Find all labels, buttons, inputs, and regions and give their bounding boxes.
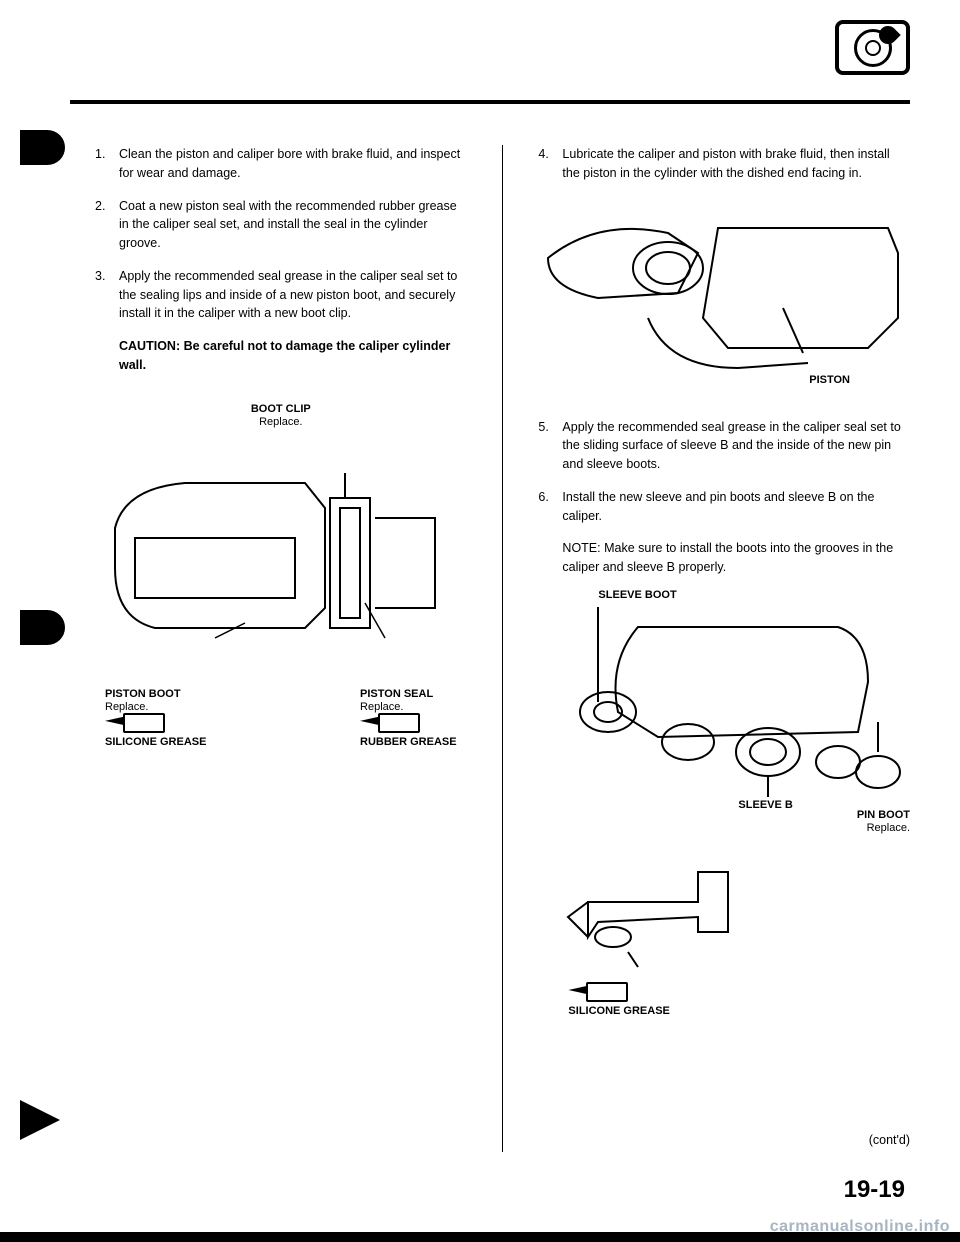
grease-icon bbox=[568, 982, 628, 998]
step-text: Install the new sleeve and pin boots and… bbox=[562, 488, 910, 526]
piston-seal-sub: Replace. bbox=[360, 701, 457, 713]
step-number: 2. bbox=[95, 197, 119, 253]
step-number: 3. bbox=[95, 267, 119, 323]
step-6: 6. Install the new sleeve and pin boots … bbox=[538, 488, 910, 526]
caution-text: CAUTION: Be careful not to damage the ca… bbox=[119, 337, 467, 375]
step-2: 2. Coat a new piston seal with the recom… bbox=[95, 197, 467, 253]
page-number: 19-19 bbox=[844, 1176, 905, 1204]
piston-seal-block: PISTON SEAL Replace. RUBBER GREASE bbox=[360, 688, 457, 749]
caliper-illustration bbox=[95, 428, 455, 688]
note-label: NOTE: bbox=[562, 541, 600, 555]
figure-sleeve-boot: SLEEVE BOOT bbox=[538, 589, 910, 1018]
piston-boot-label: PISTON BOOT bbox=[105, 688, 206, 701]
page-tab-marker bbox=[20, 610, 65, 645]
step-number: 1. bbox=[95, 145, 119, 183]
step-text: Apply the recommended seal grease in the… bbox=[119, 267, 467, 323]
step-number: 6. bbox=[538, 488, 562, 526]
figure-caliper-seal: BOOT CLIP Replace. bbox=[95, 403, 467, 750]
silicone-grease-label: SILICONE GREASE bbox=[105, 736, 206, 749]
step-1: 1. Clean the piston and caliper bore wit… bbox=[95, 145, 467, 183]
piston-label: PISTON bbox=[809, 374, 850, 387]
note-body: Make sure to install the boots into the … bbox=[562, 541, 893, 574]
pin-boot-sub: Replace. bbox=[857, 822, 910, 834]
step-text: Lubricate the caliper and piston with br… bbox=[562, 145, 910, 183]
sleeve-boot-label: SLEEVE BOOT bbox=[598, 589, 910, 602]
step-5: 5. Apply the recommended seal grease in … bbox=[538, 418, 910, 474]
grease-icon bbox=[360, 713, 420, 729]
left-column: 1. Clean the piston and caliper bore wit… bbox=[95, 145, 467, 1152]
step-3: 3. Apply the recommended seal grease in … bbox=[95, 267, 467, 323]
boot-clip-sub: Replace. bbox=[95, 416, 467, 428]
figure-piston-install: PISTON bbox=[538, 198, 910, 388]
top-rule bbox=[70, 100, 910, 104]
caution-label: CAUTION: bbox=[119, 339, 180, 353]
step-4: 4. Lubricate the caliper and piston with… bbox=[538, 145, 910, 183]
bottom-bar bbox=[0, 1232, 960, 1242]
step-text: Apply the recommended seal grease in the… bbox=[562, 418, 910, 474]
step-text: Coat a new piston seal with the recommen… bbox=[119, 197, 467, 253]
step-text: Clean the piston and caliper bore with b… bbox=[119, 145, 467, 183]
bracket-illustration bbox=[558, 862, 758, 982]
piston-boot-block: PISTON BOOT Replace. SILICONE GREASE bbox=[105, 688, 206, 749]
rubber-grease-label: RUBBER GREASE bbox=[360, 736, 457, 749]
contd-label: (cont'd) bbox=[869, 1133, 910, 1147]
sleeve-illustration bbox=[538, 602, 908, 812]
silicone-grease-label-2: SILICONE GREASE bbox=[568, 1005, 910, 1018]
right-column: 4. Lubricate the caliper and piston with… bbox=[538, 145, 910, 1152]
page-tab-marker bbox=[20, 1100, 60, 1140]
piston-illustration bbox=[538, 198, 908, 388]
sleeve-b-label: SLEEVE B bbox=[738, 799, 792, 812]
column-divider bbox=[502, 145, 504, 1152]
brake-disc-icon bbox=[854, 29, 892, 67]
page-tab-marker bbox=[20, 130, 65, 165]
step-number: 5. bbox=[538, 418, 562, 474]
note-text: NOTE: Make sure to install the boots int… bbox=[562, 539, 910, 577]
grease-icon bbox=[105, 713, 165, 729]
step-number: 4. bbox=[538, 145, 562, 183]
boot-clip-label: BOOT CLIP bbox=[95, 403, 467, 416]
pin-boot-label: PIN BOOT bbox=[857, 809, 910, 822]
piston-boot-sub: Replace. bbox=[105, 701, 206, 713]
header-brake-icon bbox=[835, 20, 910, 75]
piston-seal-label: PISTON SEAL bbox=[360, 688, 457, 701]
